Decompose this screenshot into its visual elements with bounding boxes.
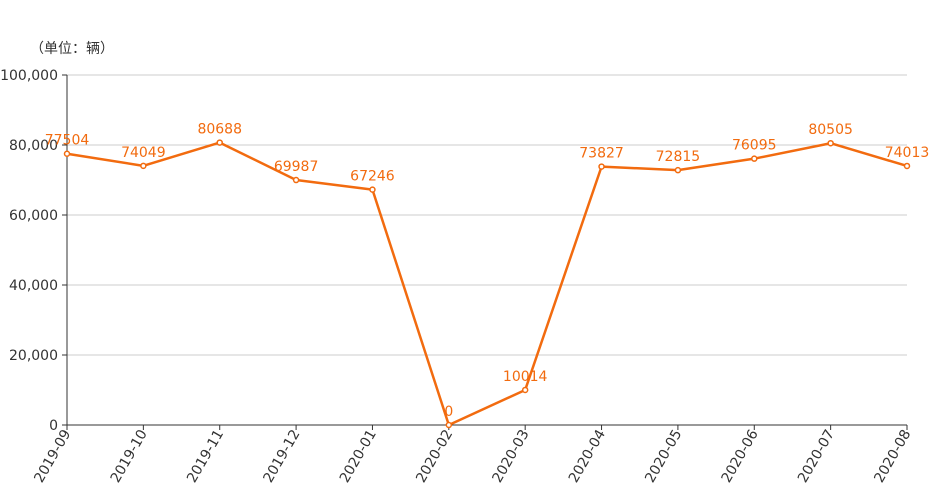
data-label: 74013 [885, 145, 930, 161]
x-tick-label: 2020-03 [490, 427, 533, 486]
data-label: 10014 [503, 369, 548, 385]
data-point [369, 186, 376, 193]
data-point [63, 150, 71, 157]
x-tick-label: 2020-08 [871, 427, 914, 486]
x-tick-label: 2019-12 [260, 427, 303, 486]
data-point [598, 163, 605, 170]
y-tick-label: 80,000 [9, 138, 58, 154]
y-tick-label: 60,000 [9, 208, 58, 224]
data-label: 0 [444, 404, 453, 420]
series-line [66, 141, 908, 427]
x-tick-label: 2019-11 [184, 427, 227, 486]
data-label: 67246 [350, 169, 395, 185]
y-tick-label: 40,000 [9, 278, 58, 294]
data-label: 76095 [732, 138, 777, 154]
data-label: 77504 [45, 133, 90, 149]
data-label: 80688 [197, 122, 242, 138]
data-point [521, 386, 529, 394]
data-point [216, 139, 223, 146]
x-tick-label: 2020-07 [795, 427, 838, 486]
data-label: 72815 [656, 149, 701, 165]
data-point [903, 162, 911, 170]
x-tick-label: 2020-02 [413, 427, 456, 486]
data-label: 69987 [274, 159, 319, 175]
x-tick-label: 2020-05 [642, 427, 685, 486]
data-labels: 77504 74049 80688 69987 67246 0 10014 73827 7281… [45, 122, 930, 420]
y-tick-label: 100,000 [0, 68, 58, 84]
x-tick-label: 2020-01 [337, 427, 380, 486]
data-label: 73827 [579, 146, 624, 162]
data-point [674, 166, 682, 174]
x-tick-label: 2020-04 [566, 427, 609, 486]
data-point [751, 155, 758, 162]
y-tick-labels: 0 20,000 40,000 60,000 80,000 100,000 [0, 68, 58, 434]
x-tick-label: 2020-06 [719, 427, 762, 486]
y-tick-label: 0 [49, 418, 58, 434]
data-label: 80505 [808, 122, 853, 138]
gridlines [67, 74, 907, 356]
x-tick-label: 2019-10 [108, 427, 151, 486]
series-line-group [63, 139, 911, 429]
data-point [292, 176, 300, 184]
y-axis-unit-label: （单位：辆） [30, 41, 114, 57]
data-point [827, 139, 834, 147]
data-point [140, 162, 147, 170]
x-tick-labels: 2019-09 2019-10 2019-11 2019-12 2020-01 2020-… [31, 427, 914, 486]
y-tick-label: 20,000 [9, 348, 58, 364]
axes [62, 74, 908, 430]
data-label: 74049 [121, 145, 166, 161]
x-tick-label: 2019-09 [31, 427, 74, 486]
data-point [445, 421, 453, 429]
